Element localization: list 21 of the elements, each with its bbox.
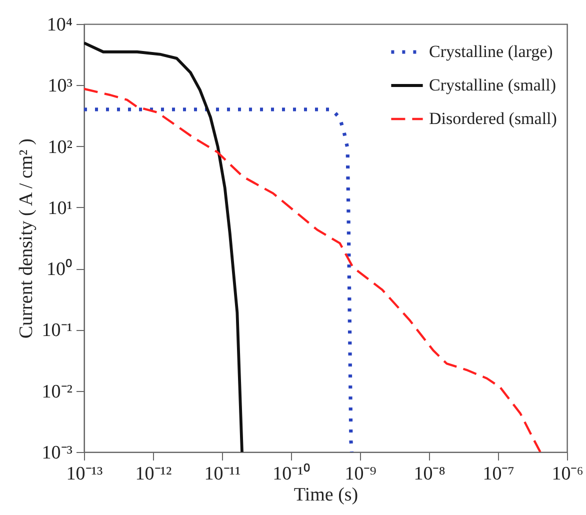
x-tick-label: 10⁻⁹ (344, 464, 377, 484)
y-tick-label: 10⁰ (46, 258, 72, 280)
x-tick-label: 10⁻¹² (135, 464, 172, 484)
legend-label: Disordered (small) (429, 109, 557, 128)
legend-label: Crystalline (small) (429, 76, 556, 94)
y-tick-label: 10³ (48, 76, 73, 97)
x-tick-label: 10⁻¹¹ (204, 464, 241, 484)
y-tick-label: 10² (48, 136, 73, 158)
x-tick-label: 10⁻⁸ (414, 464, 446, 484)
y-tick-label: 10⁴ (46, 14, 73, 36)
x-tick-label: 10⁻⁷ (482, 464, 514, 484)
x-tick-label: 10⁻¹⁰ (272, 462, 310, 484)
y-axis-title: Current density ( A / cm² ) (16, 138, 37, 338)
y-tick-label: 10⁻³ (42, 442, 73, 464)
y-tick-label: 10⁻² (42, 381, 73, 402)
legend-label: Crystalline (large) (429, 42, 553, 61)
x-axis-title: Time (s) (294, 484, 358, 506)
x-tick-label: 10⁻⁶ (552, 464, 584, 484)
y-tick-label: 10⁻¹ (42, 320, 73, 342)
y-tick-label: 10¹ (48, 198, 73, 219)
x-tick-label: 10⁻¹³ (66, 464, 103, 484)
